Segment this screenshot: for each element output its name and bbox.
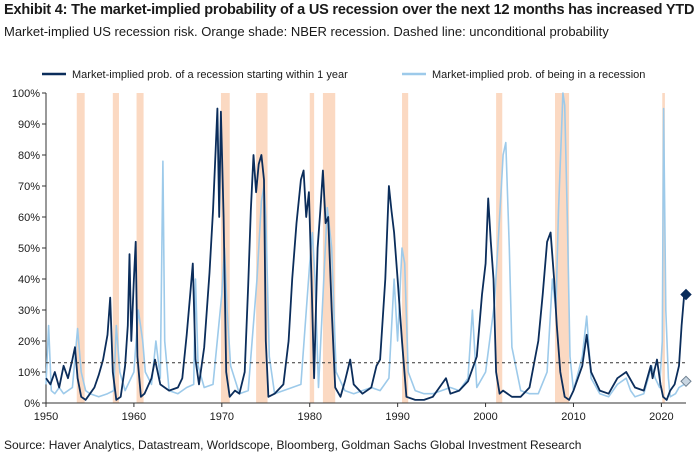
- y-tick-label: 0%: [24, 398, 40, 410]
- y-tick-label: 50%: [18, 243, 40, 255]
- series-lines: [45, 92, 686, 401]
- recession-shade-3: [220, 93, 230, 403]
- recession-shade-2: [136, 93, 144, 403]
- recession-shade-5: [309, 93, 315, 403]
- x-tick-label: 2000: [473, 411, 497, 423]
- y-tick-label: 70%: [18, 181, 40, 193]
- chart-title: Exhibit 4: The market-implied probabilit…: [4, 2, 695, 18]
- legend: Market-implied prob. of a recession star…: [42, 69, 645, 81]
- legend-recession-within-1y-label: Market-implied prob. of a recession star…: [72, 69, 348, 81]
- recession-shade-1: [112, 93, 119, 403]
- recession-shade-8: [496, 93, 503, 403]
- y-tick-label: 10%: [18, 367, 40, 379]
- series-line-recession-within-1y: [45, 107, 686, 401]
- x-tick-label: 2020: [649, 411, 673, 423]
- end-markers: [680, 288, 692, 388]
- recession-shades: [76, 93, 665, 403]
- recession-shade-4: [256, 93, 268, 403]
- axes: 0% 10% 20% 30% 40% 50% 60% 70% 80% 90% 100% 1950 196…: [12, 88, 686, 423]
- end-marker-in-recession: [680, 375, 692, 388]
- x-tick-label: 1970: [210, 411, 234, 423]
- x-tick-label: 1950: [34, 411, 58, 423]
- y-tick-label: 60%: [18, 212, 40, 224]
- y-tick-label: 40%: [18, 274, 40, 286]
- y-tick-label: 90%: [18, 119, 40, 131]
- chart-source: Source: Haver Analytics, Datastream, Wor…: [4, 438, 582, 452]
- x-tick-label: 1990: [385, 411, 409, 423]
- legend-in-recession-label: Market-implied prob. of being in a reces…: [432, 69, 645, 81]
- x-tick-label: 2010: [561, 411, 585, 423]
- chart-subtitle: Market-implied US recession risk. Orange…: [4, 24, 609, 39]
- recession-shade-0: [76, 93, 85, 403]
- x-tick-label: 1960: [122, 411, 146, 423]
- y-tick-label: 100%: [12, 88, 40, 100]
- recession-shade-7: [402, 93, 409, 403]
- y-tick-label: 80%: [18, 150, 40, 162]
- y-tick-label: 30%: [18, 305, 40, 317]
- y-tick-label: 20%: [18, 336, 40, 348]
- x-tick-label: 1980: [297, 411, 321, 423]
- series-line-in-recession: [45, 92, 685, 398]
- end-marker-recession-within-1y: [680, 288, 692, 301]
